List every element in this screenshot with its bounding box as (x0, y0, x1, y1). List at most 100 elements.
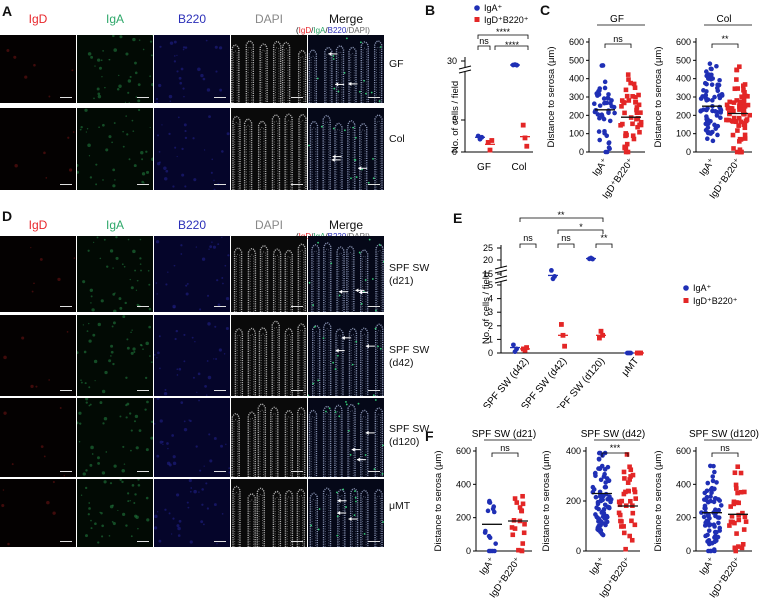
c-gf-point-0-28 (597, 86, 603, 91)
f-d120-point-0-22 (707, 515, 712, 521)
c-col-point-0-63 (718, 110, 724, 115)
c-col-point-1-22 (737, 64, 742, 69)
c-col-point-1-9 (736, 115, 742, 121)
f-d120-point-1-28 (736, 544, 741, 549)
b-point-1-0-2 (489, 138, 495, 143)
micrograph-a-r1-b220 (154, 35, 230, 103)
f-d120-point-1-8 (727, 523, 732, 528)
c-col-point-1-25 (742, 111, 747, 117)
c-col-point-0-47 (704, 69, 709, 74)
f-d21-point-0-13 (492, 548, 497, 554)
y-tick-c-col-3: 300 (676, 92, 691, 102)
c-gf-point-0-33 (601, 96, 607, 101)
f-d120-point-1-19 (731, 501, 737, 507)
y-tick-e-15: 15 (483, 269, 493, 279)
c-col-point-1-65 (741, 99, 747, 105)
sig-f-d42: *** (610, 443, 621, 453)
c-gf-point-0-18 (599, 112, 605, 118)
c-gf-point-0-34 (606, 92, 611, 97)
y-axis-label-f-d21: Distance to serosa (μm) (433, 450, 444, 551)
y-tick-c-gf-0: 0 (579, 147, 584, 157)
y-tick-c-col-4: 400 (676, 74, 691, 84)
c-gf-point-1-7 (634, 116, 639, 122)
f-d120-point-0-65 (715, 534, 721, 540)
c-gf-point-0-11 (600, 63, 606, 68)
c-col-point-0-34 (701, 88, 706, 93)
c-gf-point-1-31 (638, 119, 644, 125)
channel-igd-label-d: IgD (28, 218, 48, 232)
y-tick-c-gf-1: 100 (569, 129, 584, 139)
c-gf-point-0-31 (606, 140, 612, 146)
c-col-point-1-69 (741, 107, 747, 113)
y-tick-c-col-5: 500 (676, 55, 691, 65)
f-d21-point-1-2 (509, 525, 515, 530)
f-d120-point-0-29 (710, 478, 716, 484)
e-point-0-1-2 (552, 274, 557, 279)
c-col-point-0-69 (715, 123, 721, 129)
micrograph-a-r1-iga (77, 35, 153, 103)
f-d120-point-0-52 (708, 548, 713, 554)
f-d120-point-0-74 (712, 469, 717, 475)
c-col-point-1-51 (737, 107, 742, 112)
y-tick-e-5: 5 (488, 280, 493, 290)
c-col-point-0-37 (709, 66, 714, 72)
c-gf-point-0-44 (602, 130, 607, 136)
legend-igd-label: IgD⁺B220⁺ (484, 15, 529, 25)
micrograph-d-r2-merge (308, 315, 384, 396)
f-d120-point-1-0 (736, 512, 741, 518)
c-gf-point-0-7 (597, 137, 603, 143)
c-col-point-0-59 (719, 93, 725, 98)
f-d120-point-1-14 (736, 500, 741, 506)
x-tick-f-d120-0: IgA⁺ (697, 555, 717, 577)
y-tick-c-col-0: 0 (686, 147, 691, 157)
y-tick-f-d120-0: 0 (686, 546, 691, 556)
y-axis-label-c-gf: Distance to serosa (μm) (546, 46, 557, 147)
f-d42-point-0-76 (596, 456, 602, 462)
sig-b-gf-col: **** (496, 27, 511, 37)
y-tick-f-d120-3: 600 (676, 446, 691, 456)
legend-e-iga-label: IgA⁺ (693, 283, 712, 293)
legend-b: IgA⁺ IgD⁺B220⁺ (474, 3, 529, 25)
chart-c-gf: GF Distance to serosa (μm) 0 100 200 300 400 50… (546, 14, 645, 201)
channel-b220-label-d: B220 (177, 218, 207, 232)
y-tick-c-col-1: 100 (676, 129, 691, 139)
f-d120-point-0-67 (706, 523, 712, 528)
b-point-1-1-2 (524, 143, 530, 149)
x-tick-e-3: μMT (620, 356, 641, 379)
f-d42-point-1-22 (621, 524, 626, 529)
c-col-point-1-16 (747, 112, 752, 118)
c-gf-point-0-39 (606, 110, 611, 116)
sig-e-mid: * (579, 222, 583, 232)
f-d42-point-0-72 (598, 477, 604, 483)
f-d120-point-1-4 (734, 531, 739, 536)
e-point-1-1-2 (562, 343, 567, 349)
f-d42-point-0-50 (597, 450, 603, 456)
y-axis-label-f-d120: Distance to serosa (μm) (653, 450, 664, 551)
f-d42-point-0-75 (606, 504, 612, 510)
micrograph-d-r1-merge (308, 236, 384, 312)
c-col-point-1-41 (731, 146, 736, 151)
e-point-1-0-1 (522, 347, 528, 353)
c-gf-point-1-5 (634, 110, 640, 116)
c-col-point-1-57 (734, 77, 739, 82)
f-d120-point-1-21 (740, 510, 745, 516)
y-tick-e-20: 20 (483, 255, 493, 265)
f-d120-point-0-13 (714, 480, 719, 485)
y-axis-label-e: No. of cells / field (481, 272, 492, 344)
f-d21-point-1-10 (514, 500, 520, 505)
panel-label-d: D (2, 208, 13, 224)
row-label-col: Col (389, 133, 405, 145)
f-d42-point-1-8 (628, 467, 634, 473)
micrograph-d-r2-igd (0, 315, 76, 396)
sig-f-d120: ns (720, 443, 730, 453)
f-d42-point-0-45 (593, 512, 598, 517)
c-col-point-1-37 (731, 115, 737, 121)
legend-igd-marker (474, 17, 480, 22)
c-col-point-0-64 (700, 94, 705, 99)
chart-e: No. of cells / field 25 20 15 5 4 3 2 1 (481, 210, 644, 408)
panel-label-a: A (2, 3, 13, 19)
f-d42-point-1-10 (629, 537, 635, 543)
micrograph-a-r2-igd (0, 108, 76, 190)
c-col-point-0-53 (710, 76, 716, 81)
c-gf-point-1-13 (636, 102, 642, 108)
